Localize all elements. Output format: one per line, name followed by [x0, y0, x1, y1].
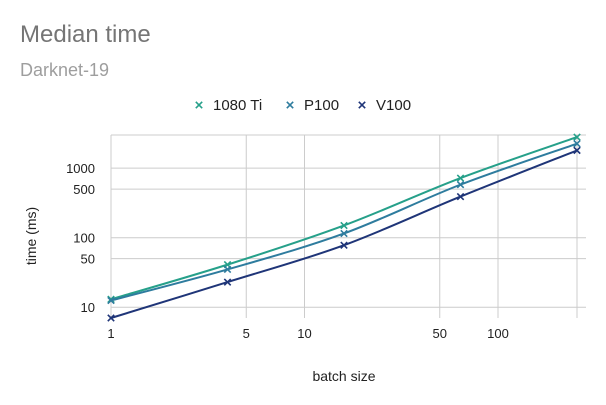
- data-point: [340, 241, 348, 249]
- x-tick-label: 5: [243, 326, 250, 341]
- x-tick-label: 1: [107, 326, 114, 341]
- data-point: [456, 192, 465, 201]
- legend-marker: [195, 101, 203, 109]
- x-tick-label: 50: [433, 326, 447, 341]
- data-point: [107, 314, 115, 322]
- data-point: [340, 229, 348, 238]
- y-tick-label: 500: [73, 182, 95, 197]
- data-point: [456, 174, 465, 182]
- chart-title: Median time: [20, 21, 151, 48]
- series-line: [110, 136, 578, 301]
- legend-label: P100: [304, 97, 339, 114]
- chart-subtitle: Darknet-19: [20, 60, 110, 80]
- data-point: [573, 133, 581, 141]
- data-point: [223, 278, 232, 286]
- x-axis-title: batch size: [312, 368, 375, 384]
- data-point: [573, 146, 581, 155]
- data-point: [456, 180, 465, 189]
- data-point: [573, 139, 581, 148]
- legend-label: 1080 Ti: [213, 97, 262, 114]
- y-tick-label: 1000: [66, 161, 95, 176]
- data-point: [107, 295, 115, 304]
- y-tick-label: 10: [81, 300, 95, 315]
- y-tick-label: 50: [81, 252, 95, 267]
- y-tick-label: 100: [73, 231, 95, 246]
- x-tick-label: 10: [297, 326, 311, 341]
- y-axis-title: time (ms): [23, 207, 39, 265]
- legend-marker: [358, 101, 366, 109]
- data-point: [340, 221, 348, 230]
- series-line: [110, 142, 578, 302]
- legend-marker: [286, 101, 294, 109]
- legend-label: V100: [376, 97, 411, 114]
- data-point: [223, 265, 232, 274]
- data-point: [107, 296, 115, 305]
- x-tick-label: 100: [487, 326, 509, 341]
